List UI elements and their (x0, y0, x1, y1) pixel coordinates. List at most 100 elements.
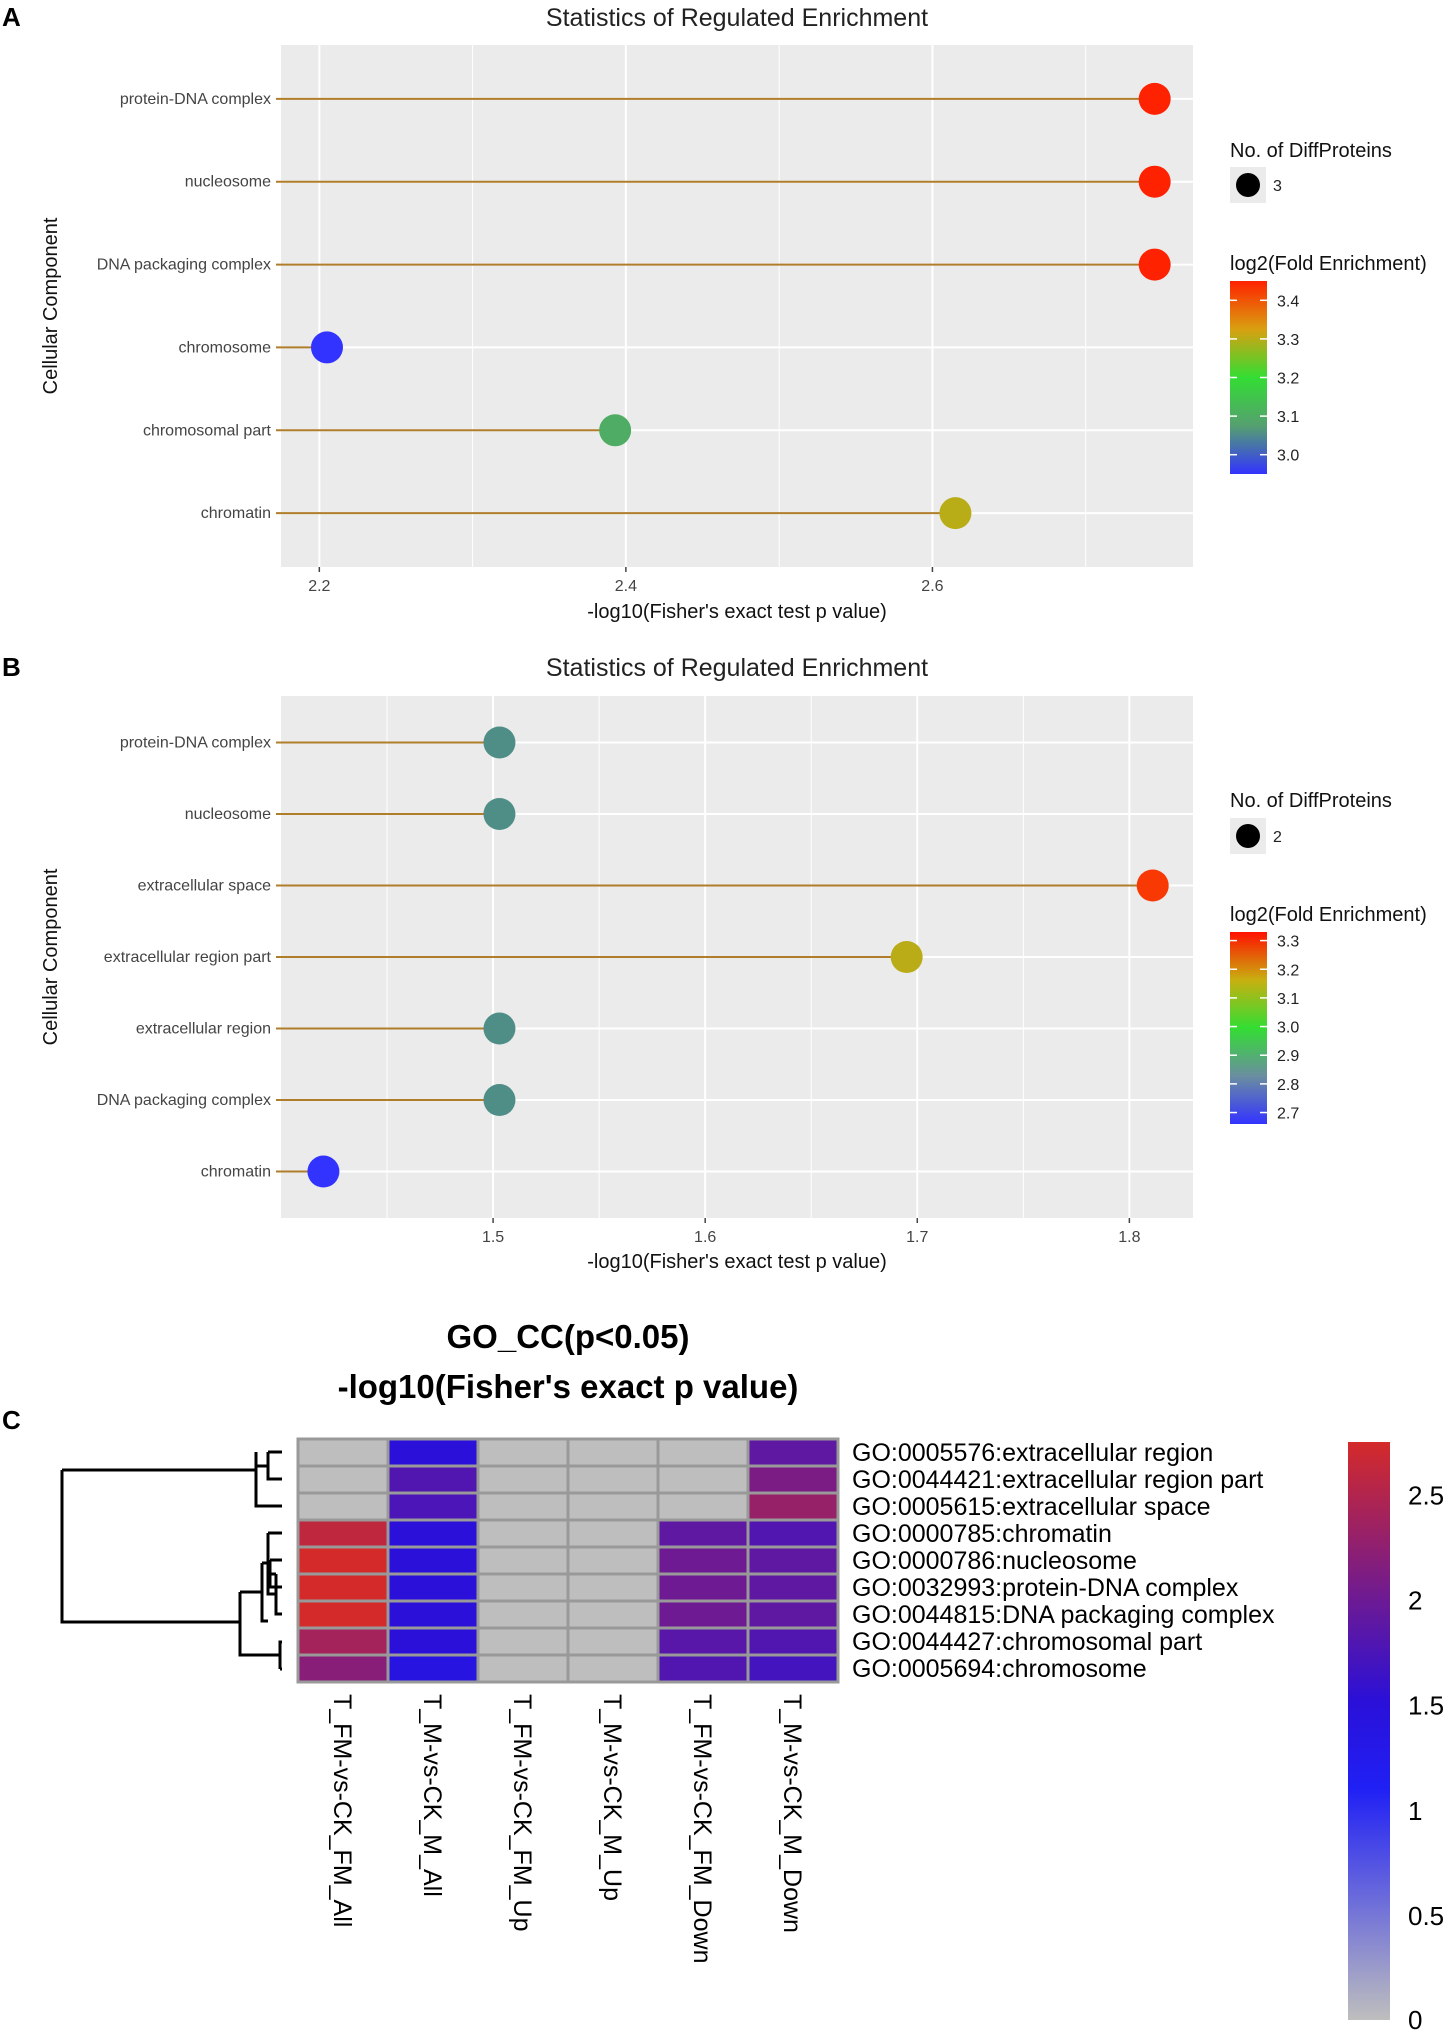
legend-size-dot (1236, 824, 1260, 848)
category-label: chromosomal part (143, 422, 272, 439)
heatmap-cell (386, 1626, 480, 1657)
dendrogram-branch (278, 1640, 282, 1671)
colorbar-tick-label: 0.5 (1408, 1901, 1444, 1931)
panel-a: A Statistics of Regulated Enrichment pro… (2, 2, 1427, 623)
legend-color-title: log2(Fold Enrichment) (1230, 253, 1427, 275)
heatmap-row-label: GO:0005694:chromosome (852, 1655, 1147, 1683)
category-label: chromosome (179, 339, 272, 356)
heatmap-title: GO_CC(p<0.05) (447, 1318, 690, 1355)
category-labels: protein-DNA complex nucleosome extracellul… (97, 734, 272, 1180)
points (310, 82, 1171, 530)
x-tick-label: 1.8 (1118, 1229, 1140, 1246)
heatmap-cell (746, 1518, 840, 1549)
colorbar-tick-label: 3.1 (1277, 409, 1299, 426)
category-label: extracellular region part (104, 949, 272, 966)
heatmap-cell (386, 1464, 480, 1495)
x-tick-label: 2.2 (308, 578, 330, 595)
data-point (1138, 82, 1171, 115)
legend-size-value: 2 (1273, 829, 1282, 846)
heatmap-cell (566, 1518, 660, 1549)
dendrogram-branch (238, 1590, 280, 1657)
chart-title: Statistics of Regulated Enrichment (546, 654, 928, 682)
heatmap-row-labels: GO:0005576:extracellular regionGO:004442… (852, 1439, 1275, 1683)
panel-b: B Statistics of Regulated Enrichment pro… (2, 652, 1427, 1273)
heatmap-row-label: GO:0044421:extracellular region part (852, 1466, 1263, 1494)
colorbar-tick-label: 3.3 (1277, 934, 1299, 951)
dendrogram-branch (268, 1560, 282, 1589)
heatmap-cell (746, 1464, 840, 1495)
colorbar-tick-label: 2.5 (1408, 1481, 1444, 1511)
colorbar-tick-label: 3.0 (1277, 448, 1299, 465)
heatmap-subtitle: -log10(Fisher's exact p value) (338, 1368, 799, 1405)
data-point (939, 497, 972, 530)
heatmap-column-label: T_M-vs-CK_M_Up (598, 1694, 626, 1901)
heatmap-cell (296, 1491, 390, 1522)
category-label: chromatin (201, 505, 271, 522)
dendrogram-branch (266, 1531, 282, 1596)
heatmap-cell (296, 1653, 390, 1684)
heatmap-cell (296, 1572, 390, 1603)
dendrogram-branch (260, 1561, 268, 1623)
heatmap-column-label: T_FM-vs-CK_FM_Down (688, 1694, 716, 1963)
heatmap-cell (476, 1518, 570, 1549)
heatmap-cell (656, 1464, 750, 1495)
heatmap-cell (386, 1491, 480, 1522)
heatmap-cell (656, 1599, 750, 1630)
heatmap-cell (746, 1653, 840, 1684)
dendrogram-branch (270, 1572, 282, 1616)
heatmap-cell (476, 1545, 570, 1576)
heatmap-cell (296, 1437, 390, 1468)
x-tick-label: 1.6 (694, 1229, 716, 1246)
x-axis-label: -log10(Fisher's exact test p value) (587, 601, 887, 623)
colorbar-tick-label: 3.2 (1277, 371, 1299, 388)
x-tick-labels: 1.5 1.6 1.7 1.8 (482, 1218, 1141, 1246)
data-point (483, 1084, 516, 1117)
category-label: DNA packaging complex (97, 1092, 271, 1109)
heatmap-cell (476, 1491, 570, 1522)
data-point (1136, 869, 1169, 902)
data-point (599, 414, 632, 447)
heatmap-cell (566, 1491, 660, 1522)
heatmap-cell (746, 1626, 840, 1657)
panel-label-c: C (2, 1405, 21, 1435)
heatmap-cell (566, 1626, 660, 1657)
legend-color-ticks: 3.3 3.2 3.1 3.0 2.9 2.8 2.7 (1230, 934, 1299, 1123)
heatmap-cell (656, 1626, 750, 1657)
legend: No. of DiffProteins 2 log2(Fold Enrichme… (1230, 790, 1427, 1124)
heatmap-cell (656, 1437, 750, 1468)
heatmap-cell (296, 1545, 390, 1576)
legend-colorbar (1230, 932, 1267, 1124)
heatmap-row-label: GO:0032993:protein-DNA complex (852, 1574, 1239, 1602)
heatmap-row-label: GO:0005615:extracellular space (852, 1493, 1211, 1521)
heatmap-column-label: T_M-vs-CK_M_Down (778, 1694, 806, 1933)
heatmap-cell (386, 1545, 480, 1576)
heatmap-cell (656, 1518, 750, 1549)
data-point (483, 797, 516, 830)
heatmap-row-label: GO:0044427:chromosomal part (852, 1628, 1202, 1656)
heatmap-cell (476, 1653, 570, 1684)
panel-label-a: A (2, 2, 21, 32)
chart-title: Statistics of Regulated Enrichment (546, 4, 928, 32)
colorbar-tick-label: 2.9 (1277, 1048, 1299, 1065)
heatmap-cell (566, 1599, 660, 1630)
category-label: DNA packaging complex (97, 257, 271, 274)
data-point (483, 1012, 516, 1045)
heatmap-cell (656, 1491, 750, 1522)
category-label: nucleosome (185, 806, 271, 823)
heatmap-cell (656, 1545, 750, 1576)
colorbar-tick-label: 3.2 (1277, 962, 1299, 979)
row-dendrogram (60, 1450, 282, 1671)
heatmap-cell (386, 1599, 480, 1630)
colorbar-tick-label: 1 (1408, 1796, 1422, 1826)
heatmap-cell (746, 1545, 840, 1576)
heatmap-cell (386, 1437, 480, 1468)
colorbar-tick-label: 2.7 (1277, 1106, 1299, 1123)
legend-size-value: 3 (1273, 178, 1282, 195)
heatmap-cell (656, 1653, 750, 1684)
legend-color-title: log2(Fold Enrichment) (1230, 904, 1427, 926)
legend-size-title: No. of DiffProteins (1230, 790, 1392, 812)
colorbar-tick-label: 0 (1408, 2005, 1422, 2031)
heatmap-cell (386, 1653, 480, 1684)
data-point (483, 726, 516, 759)
